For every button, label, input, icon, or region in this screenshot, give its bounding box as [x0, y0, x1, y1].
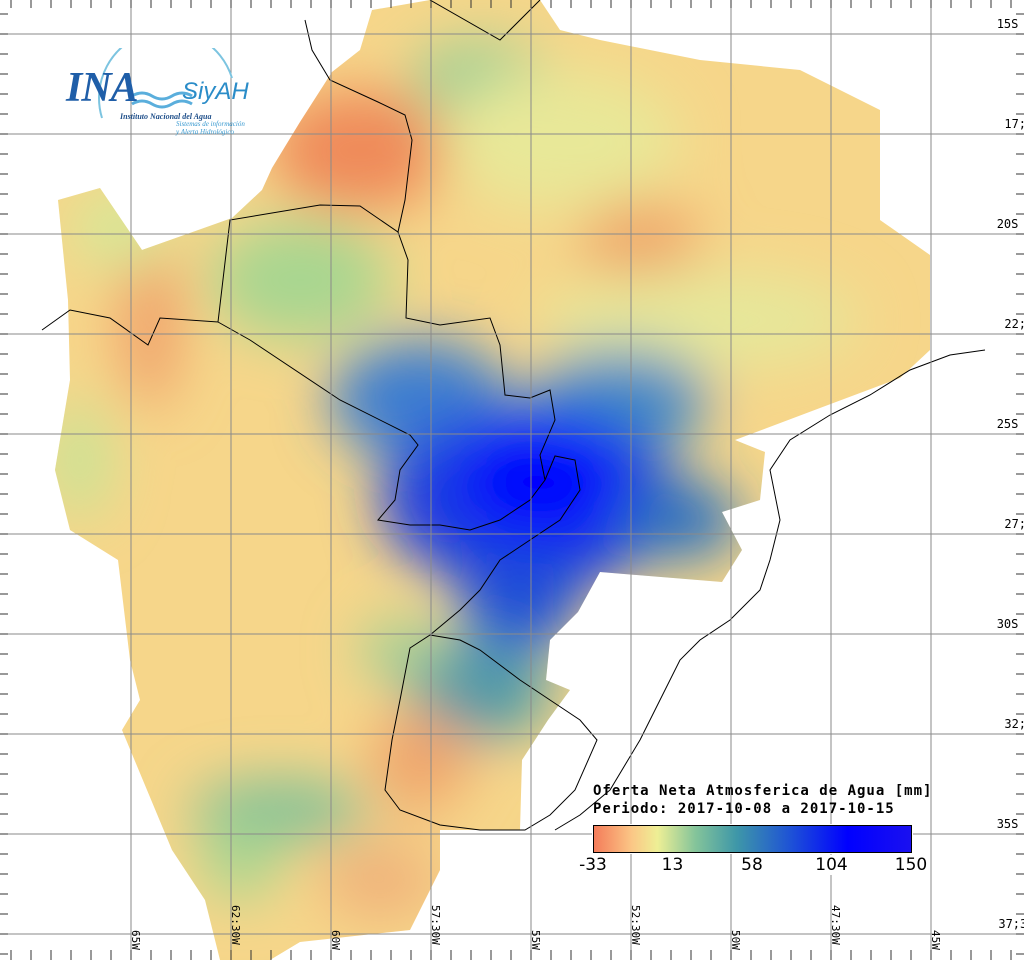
logo-tagline: Sistemas de información y Alerta Hidrológ… [176, 120, 276, 136]
latitude-label: 25S [995, 417, 1020, 431]
latitude-label: 20S [995, 217, 1020, 231]
logo-subtitle: Instituto Nacional del Agua [120, 112, 212, 121]
logo-siyah-text: SiyAH [182, 78, 249, 105]
longitude-label: 47:30W [829, 905, 842, 945]
latitude-label: 22;30S [1003, 318, 1024, 331]
logo-tagline-2: y Alerta Hidrológico [176, 128, 234, 136]
longitude-label: 60W [329, 930, 342, 950]
longitude-label: 52:30W [629, 905, 642, 945]
latitude-label: 30S [995, 617, 1020, 631]
latitude-label: 35S [995, 817, 1020, 831]
longitude-label: 50W [729, 930, 742, 950]
color-scale-tick-label: -33 [579, 855, 607, 875]
ina-siyah-logo: INA SiyAH Instituto Nacional del Agua Si… [62, 28, 272, 148]
color-scale-bar [592, 824, 913, 854]
latitude-label: 32;30S [1003, 718, 1024, 731]
logo-tagline-1: Sistemas de información [176, 120, 245, 128]
latitude-label: 17;30S [1003, 118, 1024, 131]
latitude-label: 27;30S [1003, 518, 1024, 531]
longitude-label: 45W [929, 930, 942, 950]
color-scale-tick-label: 58 [741, 855, 763, 875]
legend-variable: Oferta Neta Atmosferica de Agua [mm] [593, 783, 933, 799]
latitude-label: 37;30S [997, 918, 1024, 931]
latitude-label: 15S [995, 17, 1020, 31]
color-scale-tick-label: 104 [815, 855, 848, 875]
color-scale-tick-label: 13 [661, 855, 684, 875]
longitude-label: 65W [129, 930, 142, 950]
longitude-label: 57:30W [429, 905, 442, 945]
color-scale-tick-label: 150 [894, 855, 928, 875]
legend-title: Oferta Neta Atmosferica de Agua [mm] Per… [593, 782, 932, 818]
longitude-label: 55W [529, 930, 542, 950]
legend-period: Periodo: 2017-10-08 a 2017-10-15 [593, 801, 895, 817]
country-borders [41, 0, 986, 831]
longitude-label: 62:30W [229, 905, 242, 945]
logo-ina-text: INA [66, 65, 139, 111]
